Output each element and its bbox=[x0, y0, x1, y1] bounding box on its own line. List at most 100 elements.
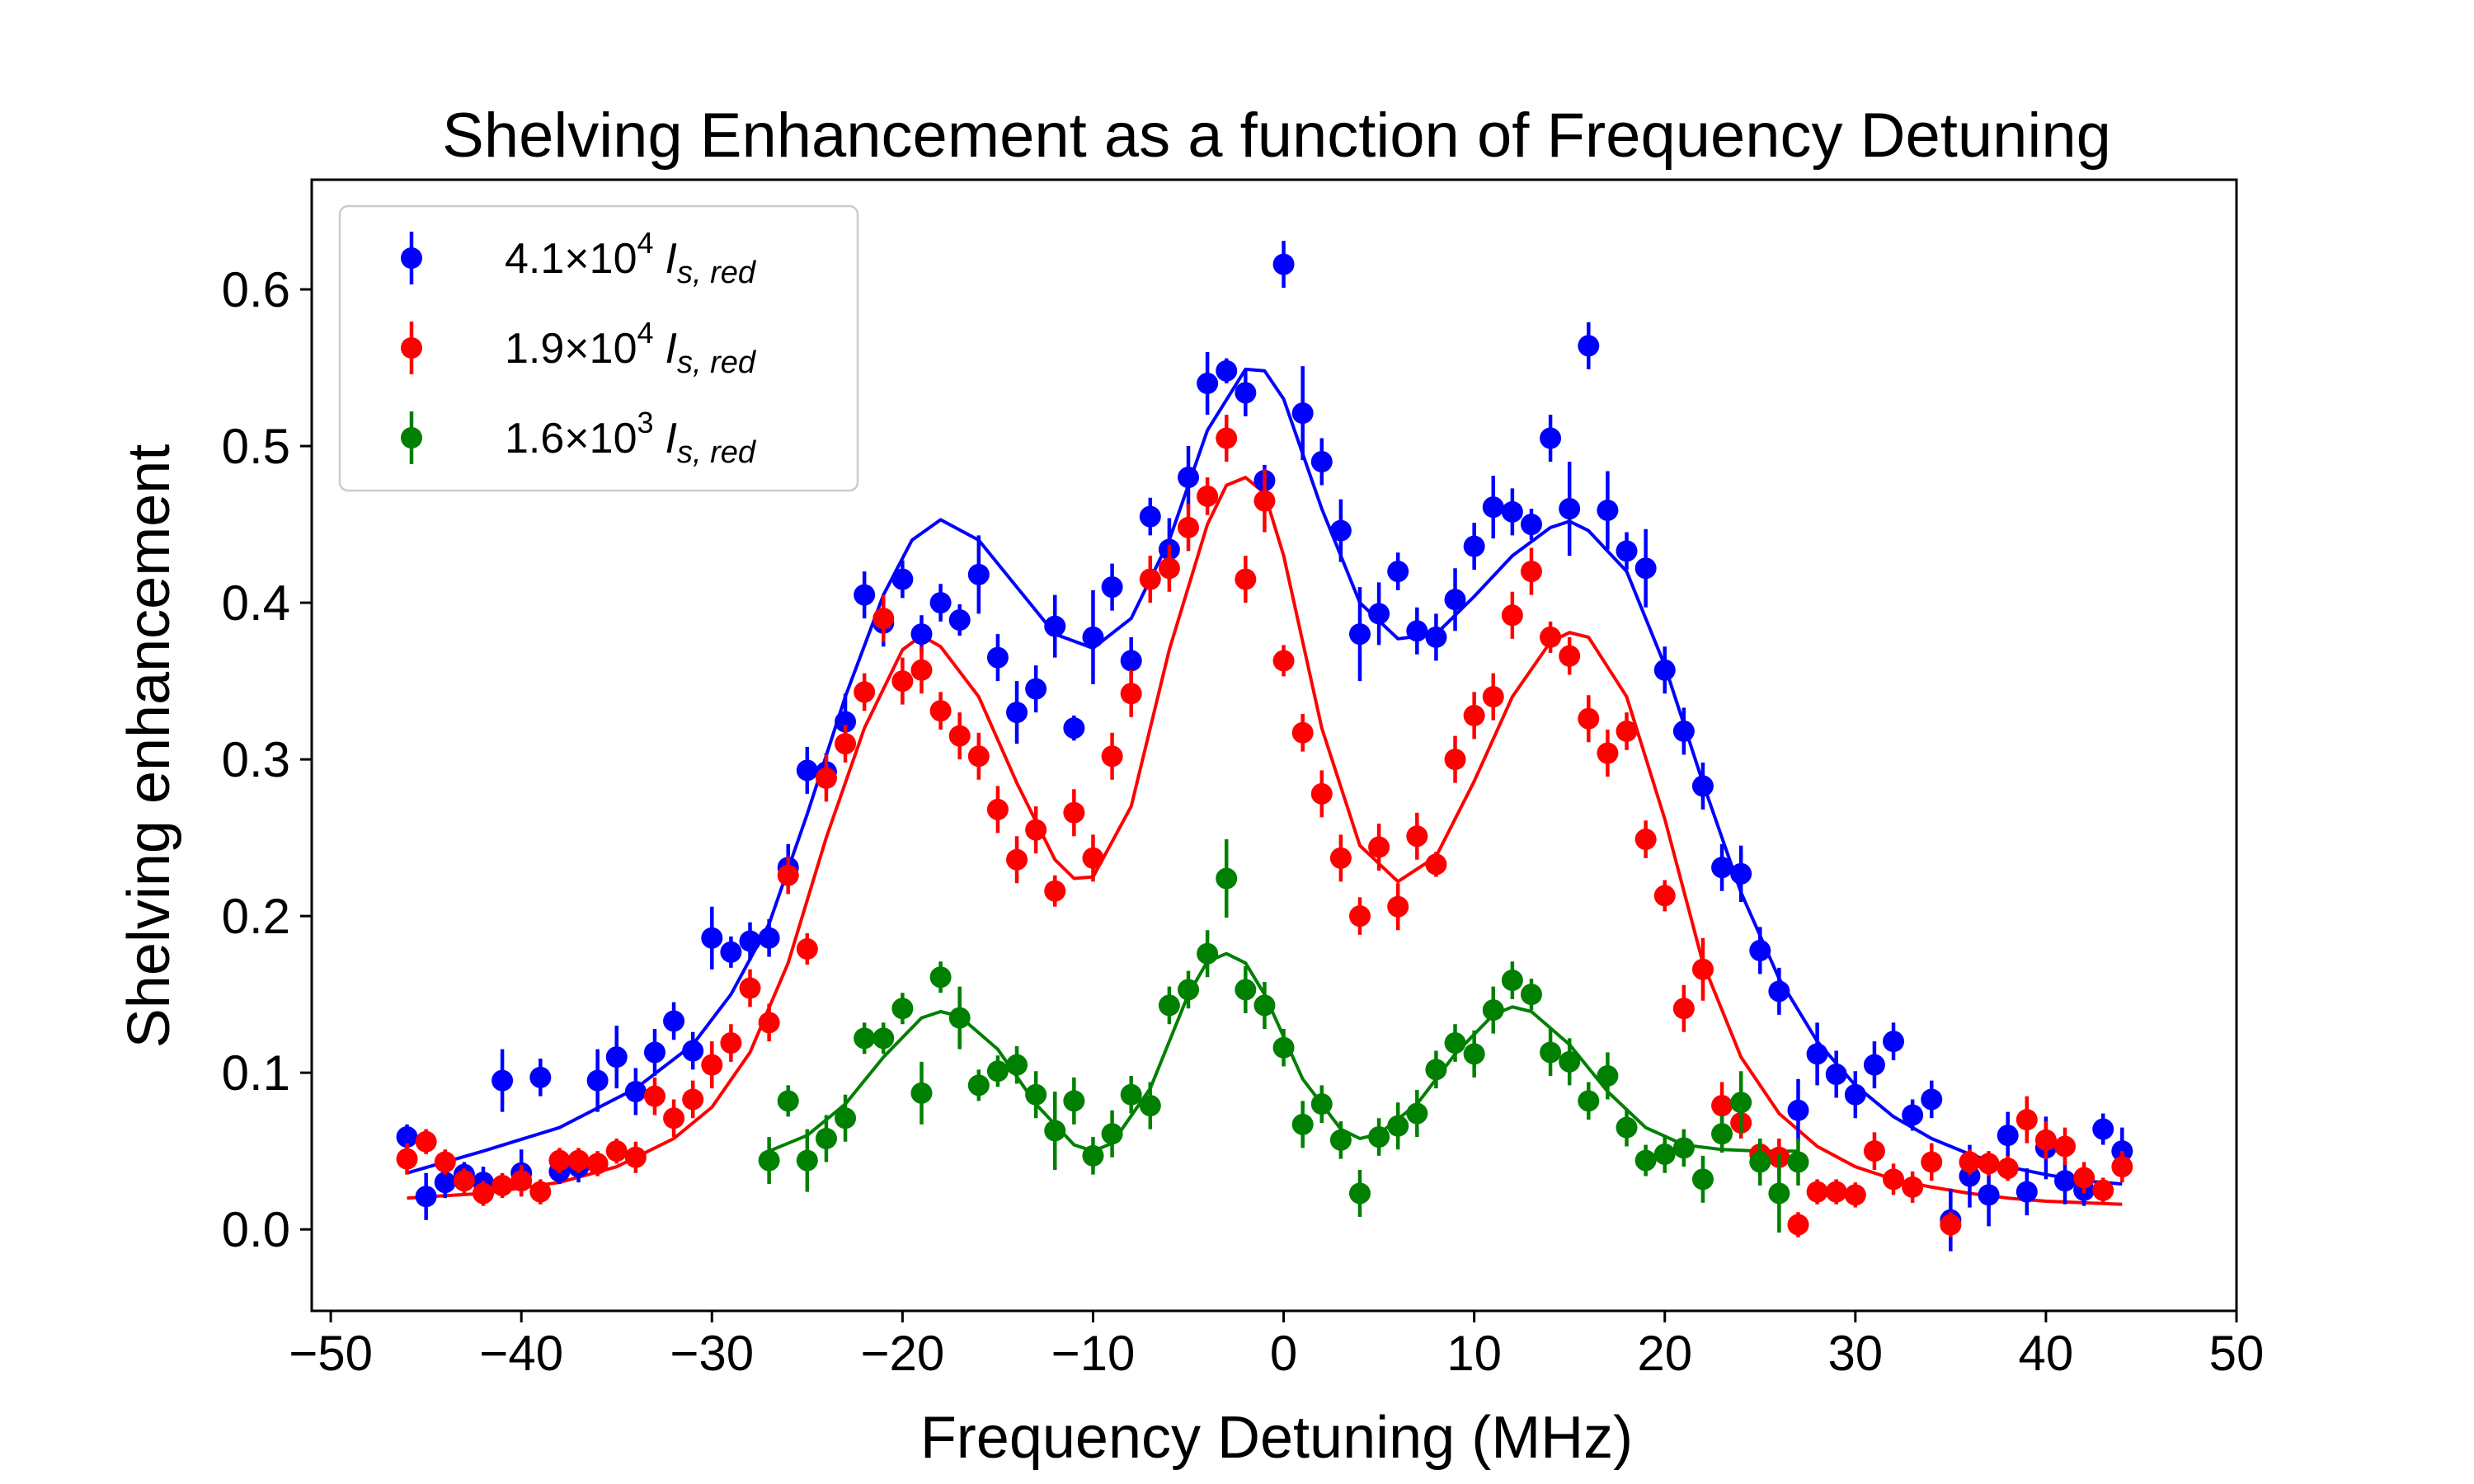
data-point bbox=[929, 700, 952, 722]
data-point bbox=[663, 1107, 685, 1129]
data-point bbox=[1178, 467, 1200, 489]
data-point bbox=[1368, 836, 1390, 858]
data-point bbox=[2092, 1179, 2114, 1201]
data-point bbox=[1921, 1088, 1943, 1111]
data-point bbox=[415, 1130, 437, 1153]
data-point bbox=[1120, 650, 1142, 672]
data-point bbox=[1634, 557, 1657, 580]
data-point bbox=[1444, 589, 1466, 611]
data-point bbox=[1711, 1095, 1733, 1117]
data-point bbox=[2015, 1181, 2038, 1203]
data-point bbox=[1616, 720, 1638, 742]
data-point bbox=[1540, 427, 1562, 449]
data-point bbox=[1101, 1123, 1123, 1145]
y-tick-label: 0.1 bbox=[222, 1045, 290, 1101]
data-point bbox=[1253, 994, 1276, 1017]
data-point bbox=[396, 1126, 418, 1148]
data-point bbox=[1101, 745, 1123, 768]
data-point bbox=[1730, 862, 1752, 885]
legend-marker bbox=[401, 247, 422, 269]
data-point bbox=[1197, 942, 1219, 965]
data-point bbox=[872, 1027, 895, 1050]
data-point bbox=[396, 1148, 418, 1170]
data-point bbox=[510, 1170, 533, 1192]
data-point bbox=[472, 1182, 494, 1205]
legend-label: 1.9×104 Is, red bbox=[505, 316, 757, 380]
data-point bbox=[1272, 253, 1295, 275]
data-point bbox=[1406, 825, 1428, 848]
data-point bbox=[835, 1107, 857, 1129]
data-point bbox=[643, 1041, 666, 1064]
data-point bbox=[682, 1088, 704, 1111]
data-point bbox=[1406, 1102, 1428, 1125]
data-point bbox=[1235, 382, 1257, 404]
data-point bbox=[701, 927, 723, 949]
data-point bbox=[1730, 1092, 1752, 1114]
data-point bbox=[1997, 1158, 2019, 1180]
data-point bbox=[1921, 1151, 1943, 1173]
data-point bbox=[1559, 1050, 1581, 1073]
data-point bbox=[1616, 540, 1638, 562]
data-point bbox=[1597, 1064, 1619, 1087]
data-point bbox=[1235, 979, 1257, 1001]
data-point bbox=[758, 927, 780, 949]
data-point bbox=[1444, 1032, 1466, 1054]
data-point bbox=[1406, 620, 1428, 642]
data-point bbox=[739, 930, 761, 952]
data-point bbox=[948, 1007, 971, 1029]
data-point bbox=[910, 623, 933, 646]
data-point bbox=[1329, 1129, 1352, 1151]
data-point bbox=[1139, 505, 1161, 528]
data-point bbox=[1425, 853, 1447, 876]
data-point bbox=[1806, 1043, 1828, 1065]
data-point bbox=[891, 670, 914, 693]
data-point bbox=[1463, 1043, 1485, 1065]
data-point bbox=[492, 1174, 514, 1196]
data-point bbox=[1883, 1031, 1905, 1053]
data-point bbox=[1578, 1090, 1600, 1112]
data-point bbox=[872, 608, 895, 630]
data-point bbox=[1082, 1144, 1104, 1167]
data-point bbox=[891, 998, 914, 1020]
data-point bbox=[1425, 1059, 1447, 1081]
data-point bbox=[910, 659, 933, 681]
data-point bbox=[701, 1054, 723, 1076]
data-point bbox=[1235, 568, 1257, 590]
data-point bbox=[415, 1186, 437, 1208]
data-point bbox=[1597, 742, 1619, 764]
data-point bbox=[1978, 1184, 2000, 1206]
fit-curve bbox=[407, 476, 2123, 1206]
data-point bbox=[1691, 1168, 1714, 1190]
data-point bbox=[815, 767, 837, 789]
data-point bbox=[796, 1149, 818, 1172]
data-point bbox=[1691, 958, 1714, 980]
data-point bbox=[605, 1046, 628, 1068]
data-point bbox=[1158, 557, 1180, 580]
data-point bbox=[854, 584, 876, 606]
data-point bbox=[1310, 451, 1333, 473]
data-point bbox=[1482, 496, 1504, 519]
data-point bbox=[1006, 702, 1028, 724]
data-point bbox=[986, 1060, 1009, 1082]
data-point bbox=[1120, 683, 1142, 705]
data-point bbox=[2054, 1170, 2077, 1192]
y-tick-label: 0.3 bbox=[222, 732, 290, 787]
data-point bbox=[1482, 999, 1504, 1021]
data-point bbox=[1006, 1054, 1028, 1076]
data-point bbox=[1063, 717, 1085, 740]
data-point bbox=[1902, 1176, 1924, 1198]
data-point bbox=[1368, 1126, 1390, 1148]
x-tick-label: 40 bbox=[2019, 1326, 2074, 1381]
x-axis: −50 −40 −30 −20 −10 0 10 20 30 40 50 bbox=[289, 1311, 2264, 1381]
y-tick-label: 0.2 bbox=[222, 889, 290, 944]
data-point bbox=[1387, 1115, 1409, 1137]
data-point bbox=[758, 1149, 780, 1172]
data-point bbox=[1272, 1036, 1295, 1059]
data-point bbox=[643, 1085, 666, 1107]
data-point bbox=[1025, 819, 1047, 841]
data-point bbox=[1578, 335, 1600, 357]
data-point bbox=[1825, 1064, 1847, 1086]
data-point bbox=[1559, 645, 1581, 667]
data-point bbox=[720, 1032, 742, 1054]
data-point bbox=[986, 798, 1009, 820]
